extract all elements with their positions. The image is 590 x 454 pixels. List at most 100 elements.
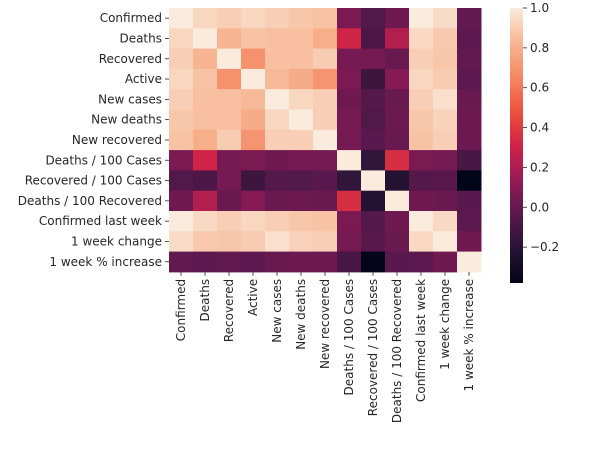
x-tick-label: Deaths (198, 279, 212, 322)
heatmap-cell (289, 251, 314, 273)
x-tick-label: 1 week % increase (462, 279, 476, 392)
heatmap-cell (313, 251, 338, 273)
heatmap-cell (193, 28, 218, 50)
heatmap-cell (409, 109, 434, 131)
colorbar (510, 8, 523, 283)
heatmap-cell (337, 211, 362, 232)
heatmap-cell (337, 89, 362, 110)
heatmap-cell (385, 170, 410, 192)
heatmap-cell (217, 129, 242, 151)
heatmap-cell (409, 8, 434, 29)
x-tick-label: New cases (270, 279, 284, 343)
heatmap-cell (337, 251, 362, 273)
x-tick-label: Deaths / 100 Recovered (390, 279, 404, 423)
heatmap-cell (193, 48, 218, 70)
heatmap-cell (409, 89, 434, 110)
heatmap-cell (409, 251, 434, 273)
y-tick-label: New recovered (72, 133, 162, 147)
colorbar-tick-label: 0.6 (530, 81, 549, 95)
heatmap-cell (433, 89, 458, 110)
heatmap-cell (337, 28, 362, 50)
x-tick-labels: Confirmed Deaths Recovered Active New cases N… (174, 271, 476, 423)
x-tick-label: 1 week change (438, 279, 452, 370)
heatmap-cell (433, 211, 458, 232)
heatmap-cell (241, 109, 266, 131)
heatmap-cell (169, 190, 194, 212)
heatmap-cell (433, 8, 458, 29)
heatmap-cell (265, 28, 290, 50)
heatmap-cell (313, 109, 338, 131)
x-tick-label: Confirmed last week (414, 279, 428, 402)
colorbar-ticks: 1.0 0.8 0.6 0.4 0.2 0.0 −0.2 (523, 1, 559, 254)
heatmap-cell (409, 28, 434, 50)
heatmap-cell (433, 48, 458, 70)
heatmap-cell (313, 190, 338, 212)
heatmap-cell (313, 150, 338, 171)
heatmap-cell (313, 89, 338, 110)
heatmap-cell (313, 8, 338, 29)
heatmap-cell (457, 251, 482, 273)
heatmap-cell (457, 28, 482, 50)
heatmap-cell (289, 211, 314, 232)
heatmap-cell (217, 211, 242, 232)
x-tick-label: Confirmed (174, 279, 188, 341)
heatmap-cell (265, 48, 290, 70)
heatmap-cell (289, 129, 314, 151)
heatmap-cell (361, 211, 386, 232)
colorbar-tick-label: −0.2 (530, 240, 559, 254)
heatmap-cell (241, 28, 266, 50)
heatmap-cell (313, 68, 338, 90)
y-tick-label: Confirmed last week (39, 214, 162, 228)
heatmap-cell (457, 150, 482, 171)
heatmap-cell (385, 68, 410, 90)
heatmap-cell (193, 251, 218, 273)
heatmap-cell (337, 231, 362, 253)
heatmap-cell (385, 150, 410, 171)
x-tick-label: Recovered (222, 279, 236, 342)
heatmap-cell (361, 251, 386, 273)
heatmap-cell (361, 48, 386, 70)
heatmap-cell (433, 251, 458, 273)
heatmap-cell (409, 231, 434, 253)
heatmap-cell (217, 89, 242, 110)
x-tick-label: New deaths (294, 279, 308, 350)
heatmap-cell (265, 8, 290, 29)
heatmap-cell (433, 190, 458, 212)
heatmap-cell (409, 170, 434, 192)
heatmap-cell (385, 231, 410, 253)
heatmap-cell (337, 129, 362, 151)
heatmap-cell (217, 28, 242, 50)
heatmap-cell (313, 48, 338, 70)
heatmap-cell (385, 190, 410, 212)
y-tick-label: Active (125, 72, 162, 86)
heatmap-cell (361, 190, 386, 212)
heatmap-cell (433, 28, 458, 50)
heatmap-cell (457, 68, 482, 90)
heatmap-cell (217, 251, 242, 273)
heatmap-cell (361, 129, 386, 151)
x-tick-label: Deaths / 100 Cases (342, 279, 356, 396)
heatmap-cell (265, 251, 290, 273)
heatmap-cell (433, 231, 458, 253)
heatmap-cell (409, 129, 434, 151)
heatmap-cell (385, 109, 410, 131)
heatmap-cell (457, 109, 482, 131)
heatmap-cell (457, 190, 482, 212)
heatmap-cell (193, 68, 218, 90)
heatmap-cell (169, 109, 194, 131)
heatmap-cell (313, 211, 338, 232)
heatmap-cell (337, 109, 362, 131)
heatmap-cell (289, 28, 314, 50)
heatmap-cell (457, 211, 482, 232)
heatmap-cell (337, 48, 362, 70)
heatmap-cell (337, 170, 362, 192)
y-tick-label: Recovered / 100 Cases (25, 174, 162, 188)
y-tick-label: Deaths / 100 Recovered (18, 194, 162, 208)
heatmap-cell (289, 231, 314, 253)
heatmap-cell (193, 211, 218, 232)
heatmap-cell (265, 89, 290, 110)
y-tick-label: 1 week % increase (49, 255, 162, 269)
heatmap-cell (265, 129, 290, 151)
heatmap-cell (289, 89, 314, 110)
